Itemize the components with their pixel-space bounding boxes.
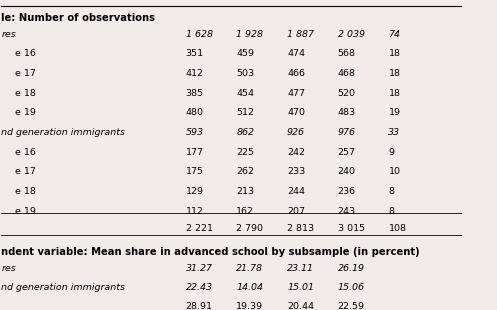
Text: 351: 351 xyxy=(186,49,204,58)
Text: 74: 74 xyxy=(389,30,401,39)
Text: 177: 177 xyxy=(186,148,204,157)
Text: e 18: e 18 xyxy=(15,89,36,98)
Text: 242: 242 xyxy=(287,148,305,157)
Text: 483: 483 xyxy=(338,108,356,117)
Text: 33: 33 xyxy=(389,128,401,137)
Text: 8: 8 xyxy=(389,187,395,196)
Text: 240: 240 xyxy=(338,167,356,176)
Text: 466: 466 xyxy=(287,69,305,78)
Text: 225: 225 xyxy=(237,148,254,157)
Text: 175: 175 xyxy=(186,167,204,176)
Text: 28.91: 28.91 xyxy=(186,302,213,310)
Text: 14.04: 14.04 xyxy=(237,283,263,292)
Text: ndent variable: Mean share in advanced school by subsample (in percent): ndent variable: Mean share in advanced s… xyxy=(1,247,420,257)
Text: 19.39: 19.39 xyxy=(237,302,263,310)
Text: e 19: e 19 xyxy=(15,206,36,215)
Text: 108: 108 xyxy=(389,224,407,233)
Text: 2 790: 2 790 xyxy=(237,224,263,233)
Text: 112: 112 xyxy=(186,206,204,215)
Text: 477: 477 xyxy=(287,89,305,98)
Text: res: res xyxy=(1,30,16,39)
Text: 468: 468 xyxy=(338,69,356,78)
Text: 593: 593 xyxy=(186,128,204,137)
Text: 22.43: 22.43 xyxy=(186,283,213,292)
Text: 862: 862 xyxy=(237,128,254,137)
Text: e 18: e 18 xyxy=(15,187,36,196)
Text: 3 015: 3 015 xyxy=(338,224,365,233)
Text: 9: 9 xyxy=(389,148,395,157)
Text: 23.11: 23.11 xyxy=(287,264,314,272)
Text: 503: 503 xyxy=(237,69,254,78)
Text: e 16: e 16 xyxy=(15,148,36,157)
Text: nd generation immigrants: nd generation immigrants xyxy=(1,128,125,137)
Text: 213: 213 xyxy=(237,187,254,196)
Text: 568: 568 xyxy=(338,49,356,58)
Text: e 19: e 19 xyxy=(15,108,36,117)
Text: 470: 470 xyxy=(287,108,305,117)
Text: le: Number of observations: le: Number of observations xyxy=(1,13,156,23)
Text: 520: 520 xyxy=(338,89,356,98)
Text: 22.59: 22.59 xyxy=(338,302,365,310)
Text: e 17: e 17 xyxy=(15,167,36,176)
Text: nd generation immigrants: nd generation immigrants xyxy=(1,283,125,292)
Text: 385: 385 xyxy=(186,89,204,98)
Text: 459: 459 xyxy=(237,49,254,58)
Text: e 16: e 16 xyxy=(15,49,36,58)
Text: 512: 512 xyxy=(237,108,254,117)
Text: 2 813: 2 813 xyxy=(287,224,314,233)
Text: 21.78: 21.78 xyxy=(237,264,263,272)
Text: 31.27: 31.27 xyxy=(186,264,213,272)
Text: res: res xyxy=(1,264,16,272)
Text: 8: 8 xyxy=(389,206,395,215)
Text: 244: 244 xyxy=(287,187,305,196)
Text: 2 039: 2 039 xyxy=(338,30,365,39)
Text: 18: 18 xyxy=(389,89,401,98)
Text: 257: 257 xyxy=(338,148,356,157)
Text: 1 628: 1 628 xyxy=(186,30,213,39)
Text: 262: 262 xyxy=(237,167,254,176)
Text: 454: 454 xyxy=(237,89,254,98)
Text: 1 887: 1 887 xyxy=(287,30,314,39)
Text: 207: 207 xyxy=(287,206,305,215)
Text: 26.19: 26.19 xyxy=(338,264,365,272)
Text: 480: 480 xyxy=(186,108,204,117)
Text: 162: 162 xyxy=(237,206,254,215)
Text: 10: 10 xyxy=(389,167,401,176)
Text: 236: 236 xyxy=(338,187,356,196)
Text: 926: 926 xyxy=(287,128,305,137)
Text: 243: 243 xyxy=(338,206,356,215)
Text: 129: 129 xyxy=(186,187,204,196)
Text: 233: 233 xyxy=(287,167,305,176)
Text: 19: 19 xyxy=(389,108,401,117)
Text: 20.44: 20.44 xyxy=(287,302,314,310)
Text: 18: 18 xyxy=(389,69,401,78)
Text: 15.06: 15.06 xyxy=(338,283,365,292)
Text: 18: 18 xyxy=(389,49,401,58)
Text: 2 221: 2 221 xyxy=(186,224,213,233)
Text: 474: 474 xyxy=(287,49,305,58)
Text: 1 928: 1 928 xyxy=(237,30,263,39)
Text: 15.01: 15.01 xyxy=(287,283,314,292)
Text: e 17: e 17 xyxy=(15,69,36,78)
Text: 412: 412 xyxy=(186,69,204,78)
Text: 976: 976 xyxy=(338,128,356,137)
